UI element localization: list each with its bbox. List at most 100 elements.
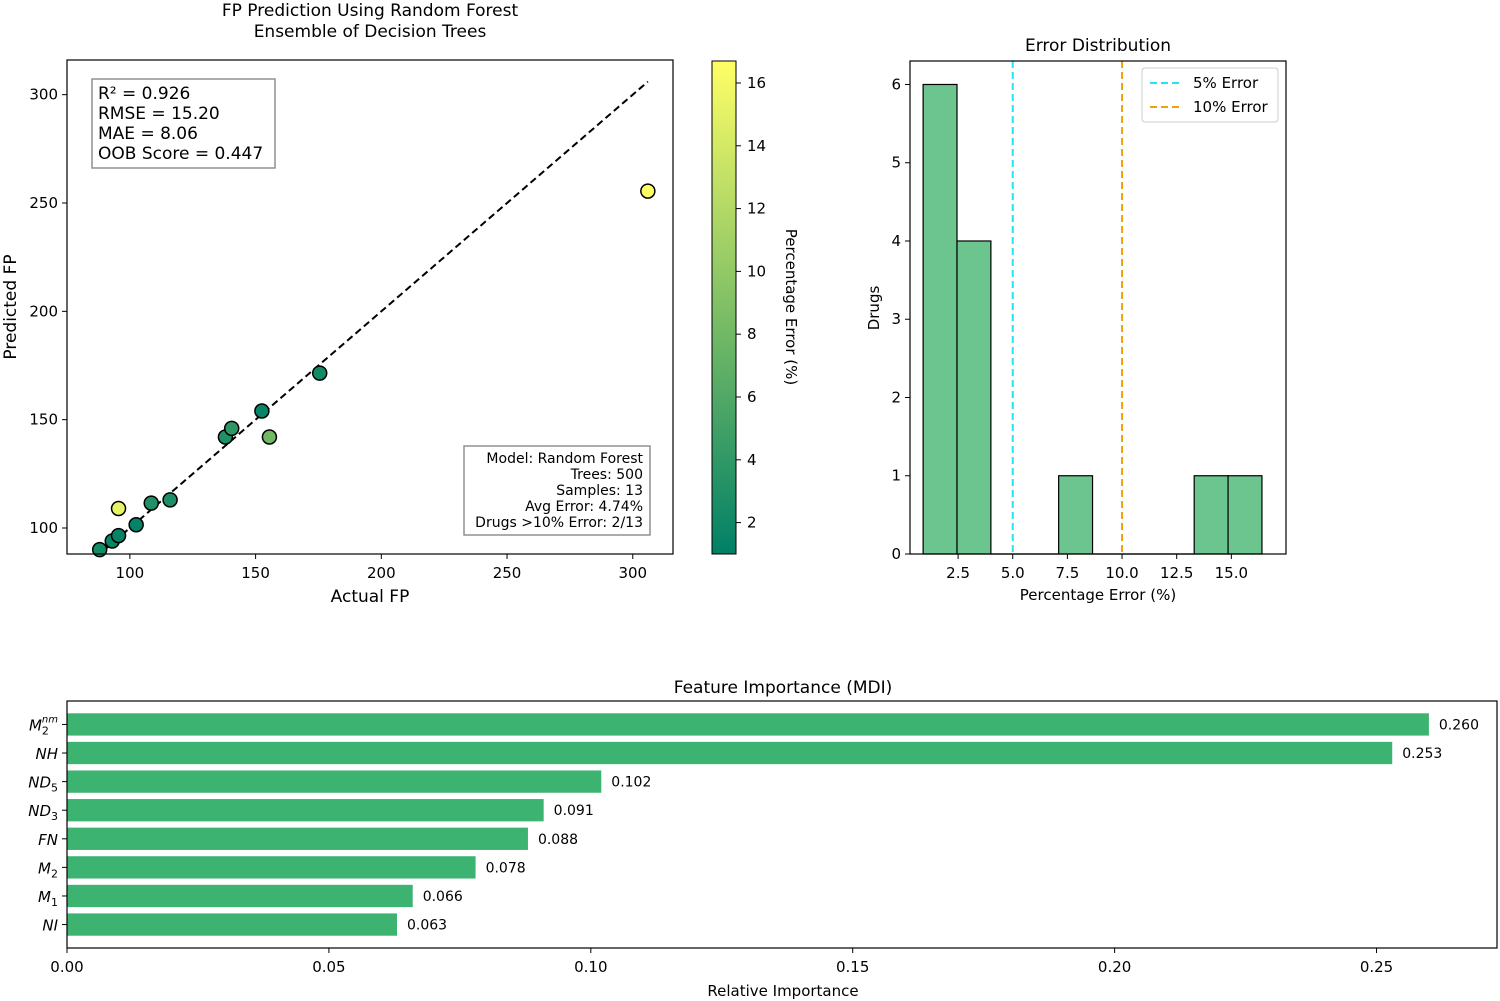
histogram-ytick-label: 4 <box>891 232 901 250</box>
importance-bar <box>67 913 397 936</box>
info-model: Model: Random Forest <box>486 451 643 467</box>
importance-feature-label: ND3 <box>28 802 58 823</box>
importance-bar <box>67 770 602 793</box>
importance-value-label: 0.078 <box>486 860 526 876</box>
scatter-point <box>162 492 178 508</box>
importance-bar <box>67 741 1393 765</box>
histogram-ytick-label: 0 <box>891 545 901 563</box>
histogram-bar <box>922 83 958 555</box>
scatter-xtick-label: 300 <box>618 564 647 582</box>
scatter-xtick-label: 200 <box>367 564 396 582</box>
scatter-xlabel: Actual FP <box>331 587 410 607</box>
histogram-bar <box>1193 475 1229 555</box>
importance-bar <box>67 799 544 822</box>
colorbar-tick-label: 12 <box>747 200 766 218</box>
scatter-axes-frame <box>66 59 674 555</box>
importance-xtick-label: 0.05 <box>312 958 345 976</box>
scatter-point <box>110 500 127 517</box>
legend-10pct-label: 10% Error <box>1193 98 1269 116</box>
histogram-bar <box>1227 475 1263 555</box>
importance-value-label: 0.253 <box>1402 746 1442 762</box>
importance-xtick-label: 0.10 <box>574 958 607 976</box>
scatter-title: FP Prediction Using Random Forest <box>222 1 519 21</box>
colorbar-gradient <box>711 60 737 555</box>
colorbar-tick-label: 16 <box>747 74 766 92</box>
histogram-bar <box>956 240 992 555</box>
legend-5pct-label: 5% Error <box>1193 74 1259 92</box>
stats-box: R² = 0.926 RMSE = 15.20 MAE = 8.06 OOB S… <box>91 78 276 169</box>
scatter-ticks: 100 150 200 250 300 100 150 200 250 300 <box>29 86 647 582</box>
info-trees: Trees: 500 <box>570 467 643 483</box>
importance-bars: 0.260 M2nm 0.253 NH 0.102 ND5 0.091 ND3 0.088 FN 0… <box>28 713 1479 936</box>
importance-feature-label: FN <box>38 831 58 849</box>
colorbar: 2 4 6 8 10 12 14 16 Percentage Error (%) <box>711 60 800 555</box>
scatter-ytick-label: 150 <box>29 411 58 429</box>
stats-box-frame <box>91 78 276 169</box>
histogram-xlabel: Percentage Error (%) <box>1020 586 1176 604</box>
scatter-ylabel: Predicted FP <box>1 254 21 359</box>
info-samples: Samples: 13 <box>556 483 643 499</box>
colorbar-tick-label: 8 <box>747 325 757 343</box>
importance-bar <box>67 827 528 850</box>
info-drugs-over-10: Drugs >10% Error: 2/13 <box>475 515 643 531</box>
histogram-bars <box>922 83 1263 555</box>
stats-oob: OOB Score = 0.447 <box>98 144 263 164</box>
importance-xtick-label: 0.15 <box>836 958 869 976</box>
importance-value-label: 0.091 <box>554 803 594 819</box>
scatter-point <box>143 495 159 511</box>
colorbar-tick-label: 10 <box>747 262 766 280</box>
importance-title: Feature Importance (MDI) <box>674 678 893 698</box>
scatter-point <box>223 420 240 437</box>
importance-value-label: 0.066 <box>423 889 463 905</box>
importance-ticks: 0.00 0.05 0.10 0.15 0.20 0.25 <box>50 948 1393 976</box>
scatter-panel: FP Prediction Using Random Forest Ensemb… <box>1 1 674 607</box>
histogram-ytick-label: 3 <box>891 310 901 328</box>
importance-xtick-label: 0.20 <box>1098 958 1131 976</box>
scatter-xtick-label: 150 <box>241 564 270 582</box>
importance-panel: Feature Importance (MDI) 0.260 M2nm 0.253 N… <box>28 678 1498 1000</box>
stats-mae: MAE = 8.06 <box>98 124 198 144</box>
histogram-panel: Error Distribution 2.5 5.0 7.5 10.0 12.5 15.0… <box>865 36 1287 604</box>
importance-bar <box>67 884 413 908</box>
histogram-xtick-label: 5.0 <box>1001 564 1025 582</box>
histogram-ytick-label: 5 <box>891 154 901 172</box>
scatter-points <box>91 183 656 558</box>
scatter-xtick-label: 250 <box>493 564 522 582</box>
info-avg-error: Avg Error: 4.74% <box>525 499 643 515</box>
scatter-point <box>261 429 278 445</box>
histogram-legend: 5% Error 10% Error <box>1141 67 1279 123</box>
histogram-ytick-label: 2 <box>891 388 901 406</box>
scatter-ytick-label: 300 <box>29 86 58 104</box>
scatter-point <box>254 403 270 419</box>
histogram-ytick-label: 1 <box>891 467 901 485</box>
histogram-xtick-label: 15.0 <box>1215 564 1248 582</box>
importance-bar <box>67 856 476 879</box>
scatter-ytick-label: 250 <box>29 194 58 212</box>
scatter-point <box>311 365 328 381</box>
importance-xtick-label: 0.25 <box>1360 958 1393 976</box>
importance-xtick-label: 0.00 <box>50 958 83 976</box>
legend-frame <box>1141 67 1279 123</box>
histogram-title: Error Distribution <box>1025 36 1171 56</box>
scatter-ytick-label: 200 <box>29 302 58 320</box>
colorbar-ticks: 2 4 6 8 10 12 14 16 <box>736 74 766 532</box>
importance-feature-label: NI <box>42 917 58 935</box>
scatter-point <box>640 183 656 199</box>
histogram-xtick-label: 2.5 <box>946 564 970 582</box>
stats-r2: R² = 0.926 <box>98 84 190 104</box>
scatter-point <box>110 527 127 544</box>
info-box-frame <box>463 445 651 536</box>
importance-feature-label: M2 <box>38 859 58 880</box>
colorbar-tick-label: 4 <box>747 451 757 469</box>
histogram-xtick-label: 10.0 <box>1105 564 1138 582</box>
scatter-point <box>128 517 144 533</box>
scatter-subtitle: Ensemble of Decision Trees <box>254 22 487 42</box>
importance-feature-label: M1 <box>38 888 58 909</box>
scatter-xtick-label: 100 <box>116 564 145 582</box>
stats-rmse: RMSE = 15.20 <box>98 104 220 124</box>
importance-value-label: 0.088 <box>538 832 578 848</box>
importance-xlabel: Relative Importance <box>707 982 858 1000</box>
reference-line <box>96 80 649 557</box>
importance-value-label: 0.063 <box>407 918 447 934</box>
